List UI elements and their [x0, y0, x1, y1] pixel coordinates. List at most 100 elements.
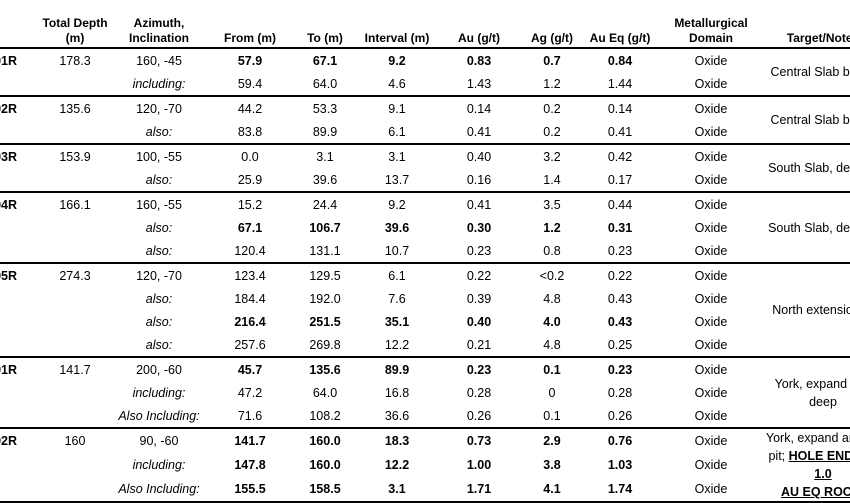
hole-id	[0, 381, 42, 404]
header-notes: Target/Notes	[786, 31, 850, 45]
hole-id: 5-003R	[0, 149, 17, 164]
table-row: 5-002R 135.6 120, -70 44.2 53.3 9.1 0.14 0.2 0.1…	[0, 96, 850, 128]
interval-value: 4.6	[388, 76, 406, 91]
ag-value: 0.1	[543, 362, 561, 377]
to-value: 53.3	[312, 101, 338, 116]
table-row: 5-001R 141.7 200, -60 45.7 135.6 89.9 0.23 0.1 0…	[0, 357, 850, 409]
interval-label: also:	[145, 291, 173, 306]
table-row: Also Including: 71.6 108.2 36.6 0.26 0.1 0.26 O…	[0, 404, 850, 428]
to-value: 64.0	[312, 385, 338, 400]
interval-label: also:	[145, 314, 173, 329]
interval-value: 12.2	[384, 457, 410, 472]
from-value: 59.4	[237, 76, 263, 91]
hole-id	[0, 168, 42, 192]
au-value: 0.41	[466, 124, 492, 139]
aueq-value: 0.25	[607, 337, 633, 352]
table-row: also: 120.4 131.1 10.7 0.23 0.8 0.23 Oxide	[0, 239, 850, 263]
drill-results-table: ` Total Depth (m) Azimuth, Inclination F…	[0, 8, 850, 503]
hole-id: 5-001R	[0, 53, 17, 68]
from-value: 120.4	[234, 243, 266, 258]
interval-value: 36.6	[384, 408, 410, 423]
interval-label: including:	[132, 457, 186, 472]
aueq-value: 0.17	[607, 172, 633, 187]
aueq-value: 0.23	[607, 362, 633, 377]
interval-value: 10.7	[384, 243, 410, 258]
target-notes: Central Slab below	[770, 65, 850, 79]
metallurgical-domain: Oxide	[694, 243, 728, 258]
azimuth-inclination: 120, -70	[136, 268, 182, 283]
ag-value: 3.5	[543, 197, 561, 212]
ag-value: 0.1	[543, 408, 561, 423]
from-value: 123.4	[234, 268, 266, 283]
interval-value: 18.3	[384, 434, 410, 448]
aueq-value: 0.31	[607, 220, 633, 235]
table-row: 5-002R 160 90, -60 141.7 160.0 18.3 0.73 2.9 0.7…	[0, 428, 850, 499]
azimuth-inclination: 120, -70	[136, 101, 182, 116]
to-value: 158.5	[309, 481, 341, 496]
au-value: 1.71	[466, 481, 492, 496]
table-row: Also Including: 155.5 158.5 3.1 1.71 4.1 1.74 O…	[0, 477, 850, 502]
aueq-value: 0.43	[607, 291, 633, 306]
interval-value: 6.1	[388, 268, 406, 283]
metallurgical-domain: Oxide	[694, 76, 728, 91]
table-body: 5-001R 178.3 160, -45 57.9 67.1 9.2 0.83 0.7 0.8…	[0, 48, 850, 502]
metallurgical-domain: Oxide	[694, 385, 728, 400]
metallurgical-domain: Oxide	[694, 197, 728, 212]
ag-value: 4.8	[543, 291, 561, 306]
total-depth	[42, 287, 108, 310]
metallurgical-domain: Oxide	[694, 172, 728, 187]
from-value: 147.8	[234, 457, 266, 472]
total-depth	[42, 239, 108, 263]
to-value: 106.7	[309, 220, 341, 235]
metallurgical-domain: Oxide	[694, 362, 728, 377]
aueq-value: 0.23	[607, 243, 633, 258]
total-depth	[42, 453, 108, 477]
ag-value: 0.8	[543, 243, 561, 258]
azimuth-inclination: 160, -55	[136, 197, 182, 212]
from-value: 216.4	[234, 314, 266, 329]
table-row: also: 257.6 269.8 12.2 0.21 4.8 0.25 Oxide	[0, 333, 850, 357]
to-value: 131.1	[309, 243, 341, 258]
hole-id	[0, 453, 42, 477]
ag-value: 2.9	[543, 434, 561, 448]
metallurgical-domain: Oxide	[694, 149, 728, 164]
hole-id	[0, 216, 42, 239]
table-row: 5-004R 166.1 160, -55 15.2 24.4 9.2 0.41 3.5 0.4…	[0, 192, 850, 235]
to-value: 129.5	[309, 268, 341, 283]
metallurgical-domain: Oxide	[694, 101, 728, 116]
header-azimuth: Azimuth, Inclination	[129, 16, 189, 45]
aueq-value: 0.84	[607, 53, 633, 68]
interval-value: 6.1	[388, 124, 406, 139]
ag-value: 0	[548, 385, 556, 400]
table-row: including: 59.4 64.0 4.6 1.43 1.2 1.44 Oxide	[0, 72, 850, 96]
aueq-value: 1.74	[607, 481, 633, 496]
table-row: also: 216.4 251.5 35.1 0.40 4.0 0.43 Oxide	[0, 310, 850, 333]
hole-id	[0, 120, 42, 144]
table-row: also: 67.1 106.7 39.6 0.30 1.2 0.31 Oxide	[0, 216, 850, 239]
hole-id: 5-002R	[0, 434, 17, 448]
table-row: including: 47.2 64.0 16.8 0.28 0 0.28 Oxide	[0, 381, 850, 404]
interval-value: 9.2	[388, 53, 406, 68]
aueq-value: 1.44	[607, 76, 633, 91]
header-interval: Interval (m)	[364, 31, 430, 45]
from-value: 47.2	[237, 385, 263, 400]
header-from: From (m)	[224, 31, 276, 45]
hole-id: 5-001R	[0, 362, 17, 377]
to-value: 135.6	[309, 362, 341, 377]
au-value: 0.30	[466, 220, 492, 235]
to-value: 89.9	[312, 124, 338, 139]
total-depth: 141.7	[59, 362, 91, 377]
hole-id	[0, 404, 42, 428]
from-value: 155.5	[234, 481, 266, 496]
to-value: 3.1	[316, 149, 334, 164]
metallurgical-domain: Oxide	[694, 314, 728, 329]
target-notes: South Slab, deepen	[768, 220, 850, 235]
target-notes: York, expand and deep	[774, 376, 850, 409]
header-row: ` Total Depth (m) Azimuth, Inclination F…	[0, 8, 850, 48]
header-au: Au (g/t)	[458, 31, 500, 45]
to-value: 24.4	[312, 197, 338, 212]
interval-value: 39.6	[384, 220, 410, 235]
au-value: 0.26	[466, 408, 492, 423]
au-value: 0.23	[466, 243, 492, 258]
metallurgical-domain: Oxide	[694, 457, 728, 472]
